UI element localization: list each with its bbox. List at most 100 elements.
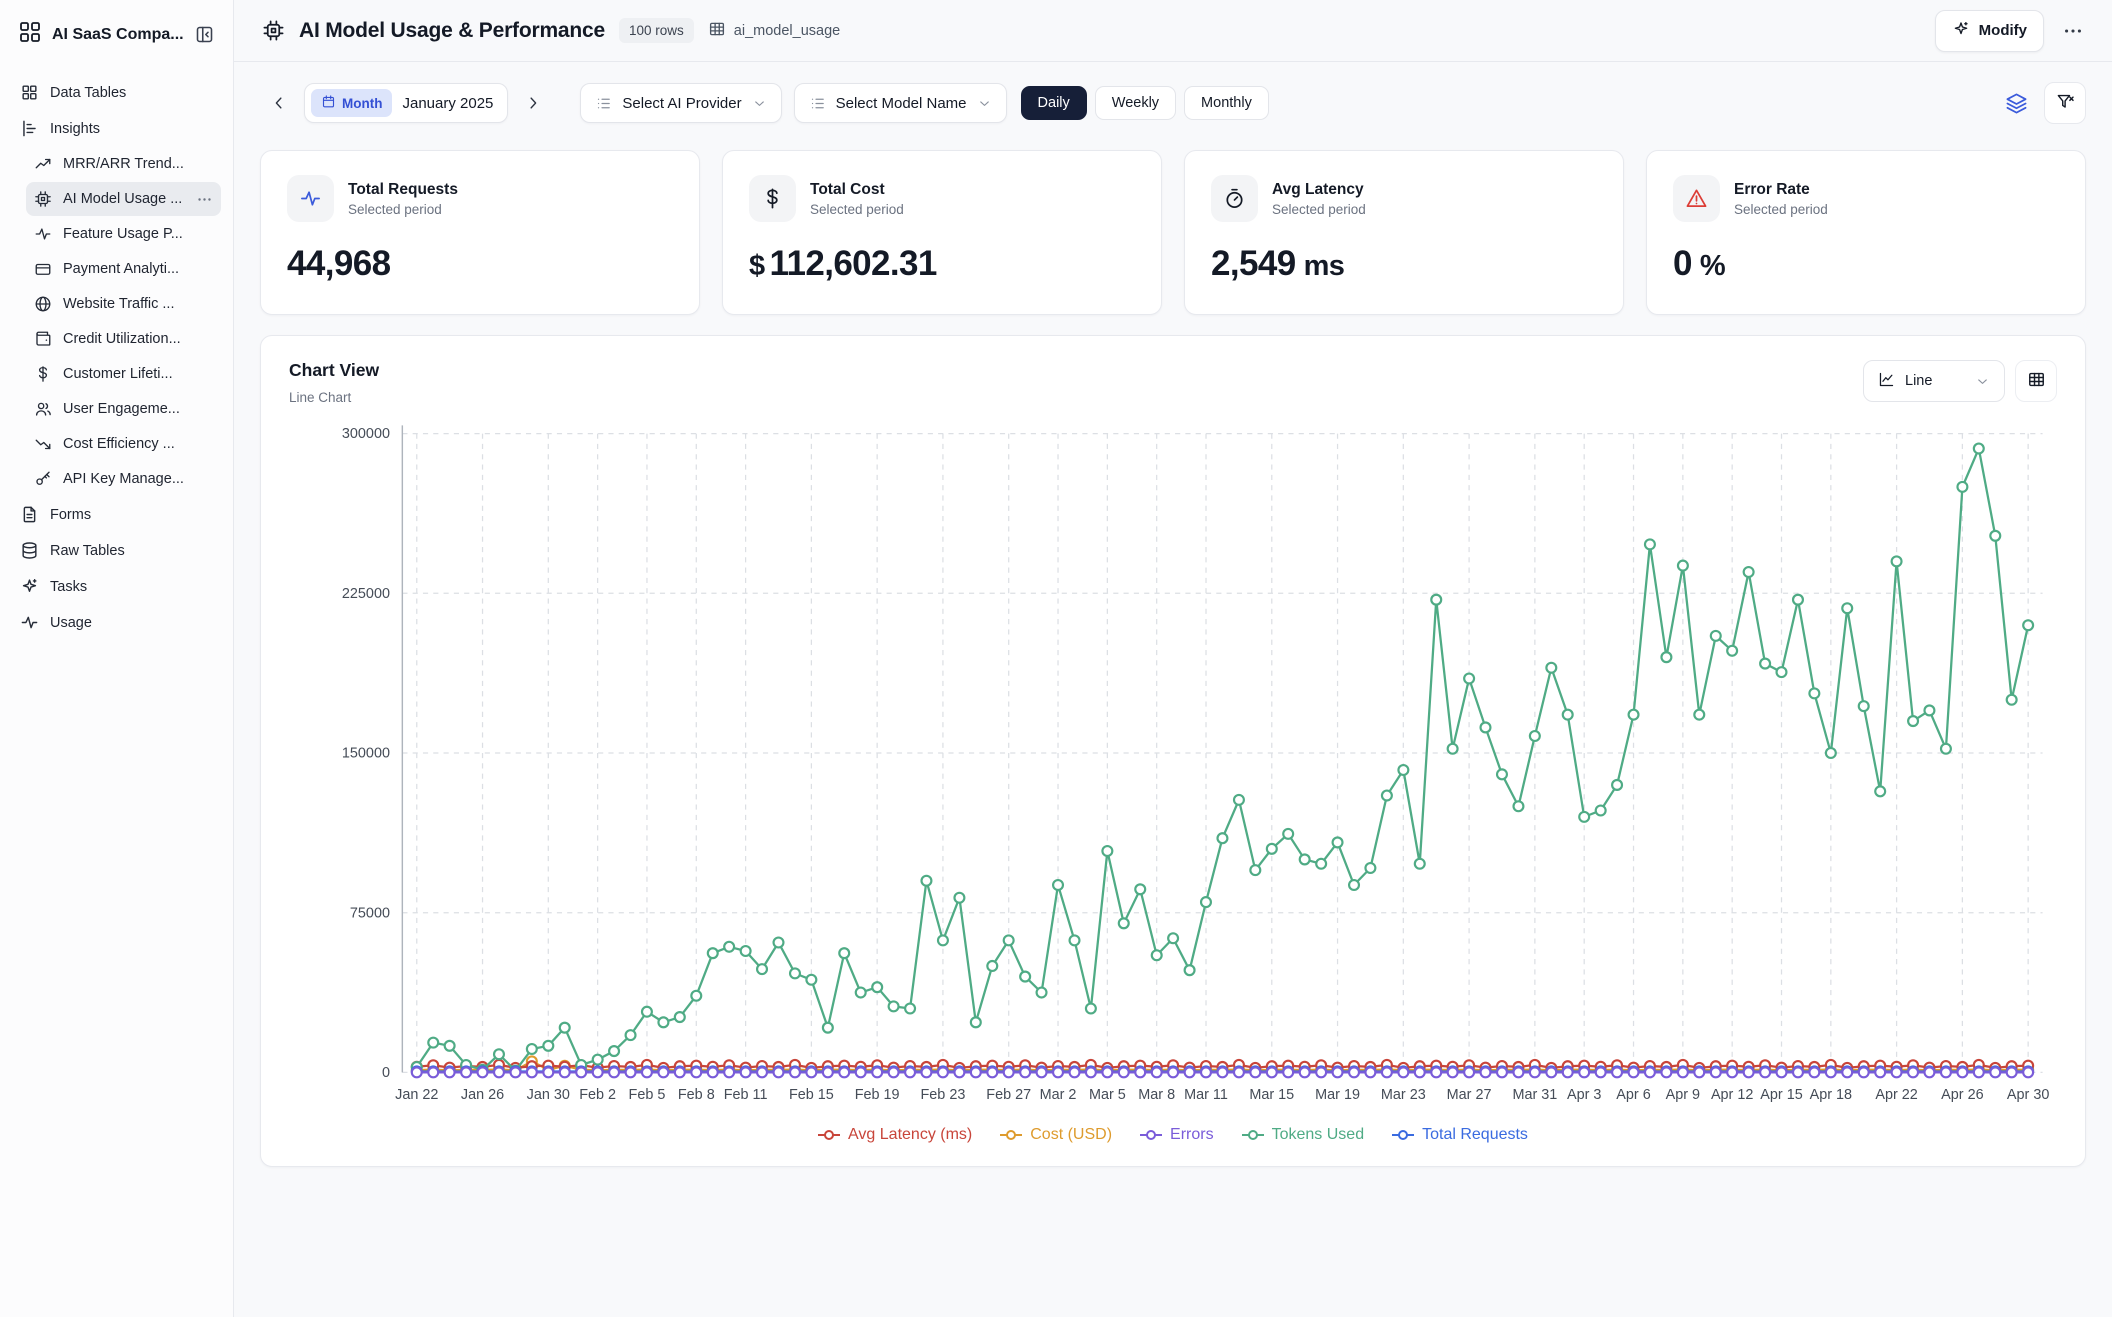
sidebar-item-user-engageme[interactable]: User Engageme... [26, 392, 221, 426]
legend-item-errors[interactable]: Errors [1140, 1126, 1214, 1144]
svg-text:Apr 6: Apr 6 [1616, 1087, 1650, 1103]
alert-triangle-icon [1685, 187, 1708, 210]
provider-select[interactable]: Select AI Provider [580, 83, 781, 123]
svg-text:Mar 23: Mar 23 [1381, 1087, 1426, 1103]
chart-type-select[interactable]: Line [1863, 360, 2005, 402]
legend-item-avg-latency-ms[interactable]: Avg Latency (ms) [818, 1126, 972, 1144]
chart-type-value: Line [1905, 373, 1932, 389]
svg-text:225000: 225000 [342, 586, 390, 602]
granularity-monthly[interactable]: Monthly [1184, 86, 1269, 120]
wallet-icon [34, 330, 52, 348]
row-actions-icon[interactable] [196, 191, 213, 208]
sidebar-item-mrr-arr-trend[interactable]: MRR/ARR Trend... [26, 147, 221, 181]
kpi-subtitle: Selected period [810, 202, 904, 217]
legend-marker-icon [818, 1129, 840, 1141]
next-month-button[interactable] [520, 90, 546, 116]
granularity-weekly[interactable]: Weekly [1095, 86, 1176, 120]
sidebar-item-tasks[interactable]: Tasks [12, 569, 221, 604]
sidebar-item-label: Credit Utilization... [63, 331, 181, 347]
svg-text:Feb 8: Feb 8 [678, 1087, 715, 1103]
more-menu-icon[interactable] [2062, 20, 2084, 42]
model-select[interactable]: Select Model Name [794, 83, 1007, 123]
sidebar-item-insights[interactable]: Insights [12, 111, 221, 146]
layers-icon[interactable] [2005, 92, 2028, 115]
legend-label: Avg Latency (ms) [848, 1126, 972, 1144]
app-logo-icon [18, 20, 42, 49]
legend-item-cost-usd[interactable]: Cost (USD) [1000, 1126, 1112, 1144]
svg-text:Apr 22: Apr 22 [1875, 1087, 1917, 1103]
modify-button[interactable]: Modify [1935, 10, 2044, 52]
sidebar-item-label: Raw Tables [50, 543, 125, 559]
svg-text:Apr 30: Apr 30 [2007, 1087, 2049, 1103]
sidebar-item-label: MRR/ARR Trend... [63, 156, 184, 172]
sidebar-item-customer-lifeti[interactable]: Customer Lifeti... [26, 357, 221, 391]
legend-item-tokens-used[interactable]: Tokens Used [1242, 1126, 1365, 1144]
file-icon [20, 505, 39, 524]
filter-x-icon [2056, 92, 2075, 114]
clear-filters-button[interactable] [2044, 82, 2086, 124]
prev-month-button[interactable] [266, 90, 292, 116]
granularity-daily[interactable]: Daily [1021, 86, 1087, 120]
kpi-icon-box [1673, 175, 1720, 222]
kpi-subtitle: Selected period [1272, 202, 1366, 217]
chevron-down-icon [977, 96, 992, 111]
insights-icon [20, 119, 39, 138]
chart-controls: Line [1863, 360, 2057, 402]
svg-text:Feb 23: Feb 23 [920, 1087, 965, 1103]
svg-text:Jan 30: Jan 30 [527, 1087, 570, 1103]
source-table: ai_model_usage [708, 20, 840, 42]
svg-text:Feb 2: Feb 2 [579, 1087, 616, 1103]
line-chart-icon [1878, 371, 1895, 392]
chevron-down-icon [1975, 374, 1990, 389]
dollar-icon [34, 365, 52, 383]
sidebar-item-forms[interactable]: Forms [12, 497, 221, 532]
kpi-title: Total Requests [348, 181, 458, 199]
grid-icon [20, 83, 39, 102]
sidebar-item-label: User Engageme... [63, 401, 180, 417]
sidebar-item-data-tables[interactable]: Data Tables [12, 75, 221, 110]
sidebar-item-payment-analyti[interactable]: Payment Analyti... [26, 252, 221, 286]
svg-text:150000: 150000 [342, 746, 390, 762]
sidebar-item-raw-tables[interactable]: Raw Tables [12, 533, 221, 568]
sidebar-item-label: Payment Analyti... [63, 261, 179, 277]
sidebar-item-feature-usage-p[interactable]: Feature Usage P... [26, 217, 221, 251]
sidebar: AI SaaS Compa... Data TablesInsightsMRR/… [0, 0, 234, 1317]
sidebar-collapse-icon[interactable] [194, 24, 215, 45]
key-icon [34, 470, 52, 488]
sidebar-nav: Data Tables Insights MRR/ARR Trend... AI Mo… [12, 75, 221, 640]
table-view-button[interactable] [2015, 360, 2057, 402]
sidebar-item-cost-efficiency[interactable]: Cost Efficiency ... [26, 427, 221, 461]
card-icon [34, 260, 52, 278]
model-select-value: Select Model Name [836, 95, 967, 112]
filter-bar-icons [2005, 82, 2086, 124]
kpi-value: $112,602.31 [749, 244, 1135, 284]
svg-text:Mar 5: Mar 5 [1089, 1087, 1126, 1103]
svg-text:75000: 75000 [350, 905, 390, 921]
legend-label: Errors [1170, 1126, 1214, 1144]
sidebar-item-api-key-manage[interactable]: API Key Manage... [26, 462, 221, 496]
app-window: AI SaaS Compa... Data TablesInsightsMRR/… [0, 0, 2112, 1317]
sidebar-item-ai-model-usage[interactable]: AI Model Usage ... [26, 182, 221, 216]
legend-marker-icon [1000, 1129, 1022, 1141]
svg-text:Apr 3: Apr 3 [1567, 1087, 1601, 1103]
sidebar-item-website-traffic[interactable]: Website Traffic ... [26, 287, 221, 321]
svg-text:Jan 22: Jan 22 [395, 1087, 438, 1103]
svg-text:Feb 19: Feb 19 [855, 1087, 900, 1103]
dollar-icon [761, 187, 784, 210]
sidebar-item-label: Customer Lifeti... [63, 366, 173, 382]
sidebar-item-label: Data Tables [50, 85, 126, 101]
kpi-row: Total RequestsSelected period44,968Total… [260, 150, 2086, 315]
svg-text:Apr 26: Apr 26 [1941, 1087, 1983, 1103]
svg-text:Apr 15: Apr 15 [1760, 1087, 1802, 1103]
main-area: AI Model Usage & Performance 100 rows ai… [234, 0, 2112, 1317]
sidebar-item-usage[interactable]: Usage [12, 605, 221, 640]
svg-text:Mar 27: Mar 27 [1447, 1087, 1492, 1103]
sidebar-item-credit-utilization[interactable]: Credit Utilization... [26, 322, 221, 356]
kpi-card-error-rate: Error RateSelected period0% [1646, 150, 2086, 315]
svg-text:Mar 15: Mar 15 [1249, 1087, 1294, 1103]
legend-item-total-requests[interactable]: Total Requests [1392, 1126, 1528, 1144]
month-selector[interactable]: Month January 2025 [304, 83, 508, 123]
filter-bar: Month January 2025 Select AI Provider Se… [256, 78, 2090, 128]
sidebar-item-label: Insights [50, 121, 100, 137]
sidebar-item-label: Feature Usage P... [63, 226, 183, 242]
